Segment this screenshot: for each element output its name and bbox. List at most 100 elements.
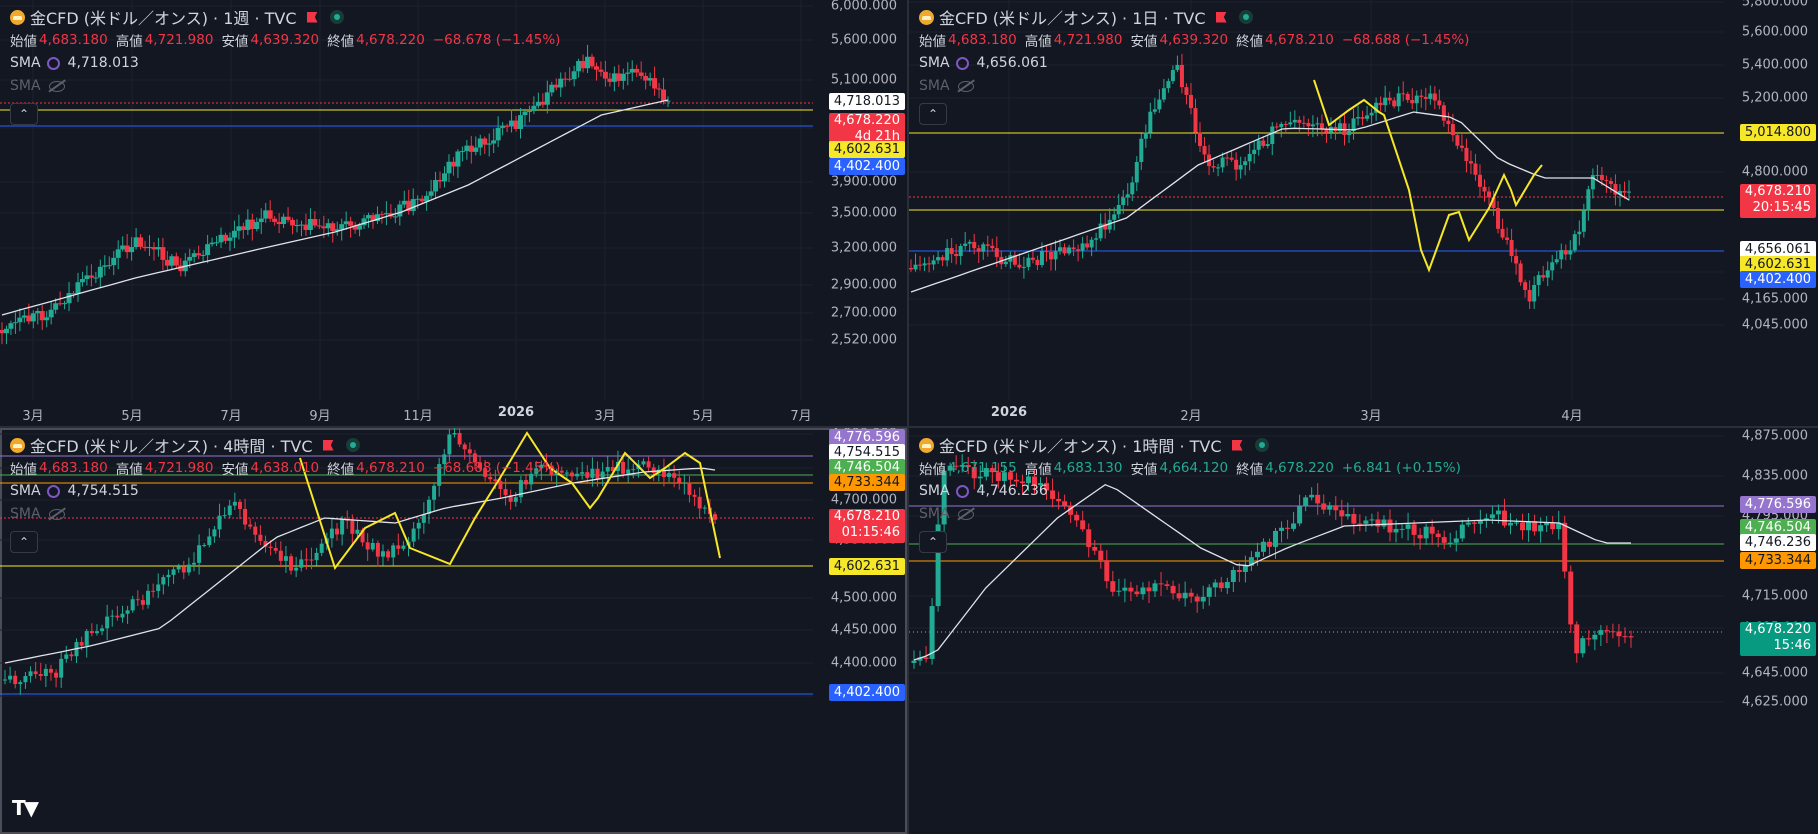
candle-body xyxy=(12,322,18,324)
flag-icon[interactable] xyxy=(306,11,318,23)
price-tag[interactable]: 4,602.631 xyxy=(1739,256,1816,273)
collapse-legend-button[interactable]: ⌃ xyxy=(919,531,947,553)
candle-body xyxy=(1148,111,1153,133)
candle-body xyxy=(1483,518,1489,521)
symbol-title[interactable]: 金CFD (米ドル／オンス) · 4時間 · TVC xyxy=(30,437,313,456)
price-tag-value: 4,754.515 xyxy=(833,445,900,460)
eye-off-icon[interactable] xyxy=(48,80,65,92)
candle-body xyxy=(370,542,375,550)
price-tag[interactable]: 4,602.631 xyxy=(828,558,905,575)
candle-body xyxy=(1265,144,1270,146)
chart-pane-4h[interactable]: 金CFD (米ドル／オンス) · 4時間 · TVC 始値 4,683.180 高… xyxy=(0,428,907,834)
candle-body xyxy=(1021,266,1026,268)
flag-icon[interactable] xyxy=(322,439,334,451)
price-tag[interactable]: 4,776.596 xyxy=(828,429,905,446)
candle-body xyxy=(634,68,640,73)
collapse-legend-button[interactable]: ⌃ xyxy=(10,531,38,553)
collapse-legend-button[interactable]: ⌃ xyxy=(10,103,38,125)
price-tag[interactable]: 5,014.800 xyxy=(1739,124,1816,141)
candle-body xyxy=(1514,522,1520,524)
sma-hidden-indicator[interactable]: SMA xyxy=(10,75,568,97)
price-tag[interactable]: 4,754.515 xyxy=(828,444,905,461)
sma-hidden-indicator[interactable]: SMA xyxy=(919,75,1477,97)
candle-body xyxy=(1477,174,1482,187)
price-tag[interactable]: 4,776.596 xyxy=(1739,496,1816,513)
price-axis[interactable]: 5,800.000 5,600.000 5,400.000 5,200.000 4,80… xyxy=(1724,0,1818,426)
candle-body xyxy=(1212,582,1218,588)
price-tag[interactable]: 4,746.504 xyxy=(1739,519,1816,536)
chart-pane-1h[interactable]: 金CFD (米ドル／オンス) · 1時間 · TVC 始値 4,671.155 高… xyxy=(909,428,1818,834)
price-tag[interactable]: 4,718.013 xyxy=(828,93,905,110)
chart-pane-daily[interactable]: 金CFD (米ドル／オンス) · 1日 · TVC 始値 4,683.180 高値… xyxy=(909,0,1818,426)
price-tag[interactable]: 4,602.631 xyxy=(828,141,905,158)
candle-body xyxy=(1598,630,1604,635)
candle-body xyxy=(498,481,503,490)
eye-off-icon[interactable] xyxy=(957,80,974,92)
candle-body xyxy=(917,657,923,661)
candle-body xyxy=(424,195,430,202)
price-tick-label: 5,600.000 xyxy=(830,32,897,48)
symbol-title[interactable]: 金CFD (米ドル／オンス) · 1週 · TVC xyxy=(30,9,297,28)
candle-body xyxy=(1453,538,1459,543)
price-tag[interactable]: 4,678.210 20:15:45 xyxy=(1739,184,1816,218)
candle-body xyxy=(48,668,53,673)
price-tag[interactable]: 4,746.504 xyxy=(828,459,905,476)
candle-body xyxy=(416,522,421,529)
sma-indicator[interactable]: SMA 4,718.013 xyxy=(10,55,139,71)
candle-body xyxy=(590,468,595,478)
candle-body xyxy=(102,265,108,267)
price-tag-value: 4,678.220 xyxy=(1744,622,1811,637)
candle-body xyxy=(1414,95,1419,104)
candle-body xyxy=(1184,87,1189,95)
collapse-legend-button[interactable]: ⌃ xyxy=(919,103,947,125)
chart-pane-weekly[interactable]: 金CFD (米ドル／オンス) · 1週 · TVC 始値 4,683.180 高値… xyxy=(0,0,907,426)
price-tag[interactable]: 4,402.400 xyxy=(828,158,905,175)
eye-off-icon[interactable] xyxy=(48,508,65,520)
pane-divider-vertical[interactable] xyxy=(907,0,909,834)
price-tag[interactable]: 4,402.400 xyxy=(828,684,905,701)
candle-body xyxy=(1274,126,1279,128)
candle-body xyxy=(164,259,170,266)
candle-body xyxy=(1365,115,1370,119)
price-axis[interactable]: 4,875.0004,835.0004,795.0004,715.0004,68… xyxy=(1724,428,1818,834)
flag-icon[interactable] xyxy=(1215,11,1227,23)
price-tag[interactable]: 4,678.210 01:15:46 xyxy=(828,509,905,543)
sma-hidden-indicator[interactable]: SMA xyxy=(10,503,568,525)
sma-indicator[interactable]: SMA 4,656.061 xyxy=(919,55,1048,71)
price-tag[interactable]: 4,678.220 15:46 xyxy=(1739,622,1816,656)
pane-divider-horizontal[interactable] xyxy=(0,426,1818,428)
time-axis[interactable]: 2026 2月 3月 4月 xyxy=(909,400,1724,426)
price-tag[interactable]: 4,746.236 xyxy=(1739,534,1816,551)
candle-body xyxy=(18,682,23,685)
candle-body xyxy=(580,61,586,69)
candle-body xyxy=(677,477,682,483)
candle-body xyxy=(1572,234,1577,251)
candle-body xyxy=(1369,519,1375,521)
price-tag[interactable]: 4,656.061 xyxy=(1739,241,1816,258)
candle-body xyxy=(1392,100,1397,107)
candle-body xyxy=(513,497,518,502)
candle-body xyxy=(160,247,166,260)
price-tag[interactable]: 4,733.344 xyxy=(1739,552,1816,569)
symbol-title[interactable]: 金CFD (米ドル／オンス) · 1時間 · TVC xyxy=(939,437,1222,456)
price-tag-value: 4,602.631 xyxy=(1744,257,1811,272)
candle-body xyxy=(585,56,591,69)
price-tag[interactable]: 4,733.344 xyxy=(828,474,905,491)
candle-body xyxy=(1319,123,1324,129)
sma-hidden-indicator[interactable]: SMA xyxy=(919,503,1469,525)
price-axis[interactable]: 6,000.0005,600.0005,100.0004,500.0003,90… xyxy=(813,0,907,426)
price-tag[interactable]: 4,402.400 xyxy=(1739,271,1816,288)
candle-body xyxy=(365,542,370,550)
candle-body xyxy=(151,590,156,592)
time-axis[interactable]: 3月 5月 7月 9月 11月 2026 3月 5月 7月 xyxy=(0,400,813,426)
sma-indicator[interactable]: SMA 4,746.236 xyxy=(919,483,1048,499)
candle-body xyxy=(1058,247,1063,252)
candle-body xyxy=(314,552,319,561)
flag-icon[interactable] xyxy=(1231,439,1243,451)
eye-off-icon[interactable] xyxy=(957,508,974,520)
symbol-title[interactable]: 金CFD (米ドル／オンス) · 1日 · TVC xyxy=(939,9,1206,28)
candle-body xyxy=(1617,190,1622,195)
candle-body xyxy=(518,480,523,498)
sma-indicator[interactable]: SMA 4,754.515 xyxy=(10,483,139,499)
tradingview-logo-icon[interactable]: T▼ xyxy=(12,796,39,820)
